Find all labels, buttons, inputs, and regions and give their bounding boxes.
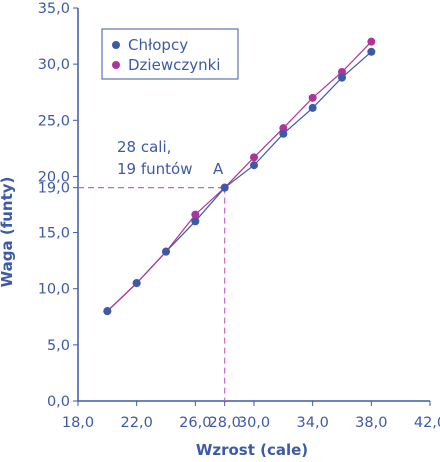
reference-lines xyxy=(78,187,226,401)
data-point-boys xyxy=(308,103,317,112)
data-point-boys xyxy=(279,129,288,138)
legend-marker-boys xyxy=(112,41,120,49)
x-axis-title: Wzrost (cale) xyxy=(196,441,308,459)
y-axis-title: Waga (funty) xyxy=(0,177,16,288)
data-point-boys xyxy=(338,73,346,82)
y-tick-label: 19,0 xyxy=(38,181,70,197)
data-point-boys xyxy=(250,161,258,170)
data-point-girls xyxy=(367,37,376,46)
legend-label-girls: Dziewczynki xyxy=(128,56,220,74)
y-tick-label: 0,0 xyxy=(47,394,70,410)
annotation-a: 28 cali, 19 funtów A xyxy=(117,138,224,178)
series-lines xyxy=(106,41,372,312)
legend: Chłopcy Dziewczynki xyxy=(101,28,239,80)
y-tick-label: 20,0 xyxy=(38,169,70,185)
x-tick-label: 18,0 xyxy=(62,415,94,431)
x-tick-label: 26,0 xyxy=(179,415,211,431)
annotation-line-1: 28 cali, xyxy=(117,138,171,156)
legend-box xyxy=(101,28,239,80)
series-line-girls xyxy=(106,41,372,312)
y-tick-label: 10,0 xyxy=(38,282,70,298)
data-point-girls xyxy=(191,210,200,219)
y-tick-label: 25,0 xyxy=(38,113,70,129)
y-tick-label: 30,0 xyxy=(38,57,70,73)
data-point-girls xyxy=(250,153,258,162)
x-tick-label: 22,0 xyxy=(121,415,153,431)
annotation-point-label: A xyxy=(213,160,224,178)
data-point-boys xyxy=(220,183,229,192)
y-tick-label: 35,0 xyxy=(38,1,70,17)
x-tick-label: 28,0 xyxy=(209,415,241,431)
x-tick-label: 38,0 xyxy=(355,415,387,431)
annotation-line-2: 19 funtów xyxy=(117,160,192,178)
x-tick-label: 42,0 xyxy=(414,415,440,431)
y-tick-label: 15,0 xyxy=(38,226,70,242)
y-tick-label: 5,0 xyxy=(47,338,70,354)
x-tick-label: 34,0 xyxy=(297,415,329,431)
legend-label-boys: Chłopcy xyxy=(128,36,188,54)
data-point-boys xyxy=(191,217,200,226)
data-point-boys xyxy=(132,279,141,288)
data-point-girls xyxy=(338,68,346,77)
data-point-boys xyxy=(103,307,112,316)
legend-marker-girls xyxy=(112,61,120,69)
x-tick-label: 30,0 xyxy=(238,415,270,431)
data-point-girls xyxy=(308,93,317,102)
series-points xyxy=(103,37,376,316)
data-point-boys xyxy=(367,47,376,56)
data-point-boys xyxy=(162,247,170,256)
ticks: 18,022,026,028,030,034,038,042,00,05,010… xyxy=(38,1,440,431)
data-point-girls xyxy=(279,124,288,133)
